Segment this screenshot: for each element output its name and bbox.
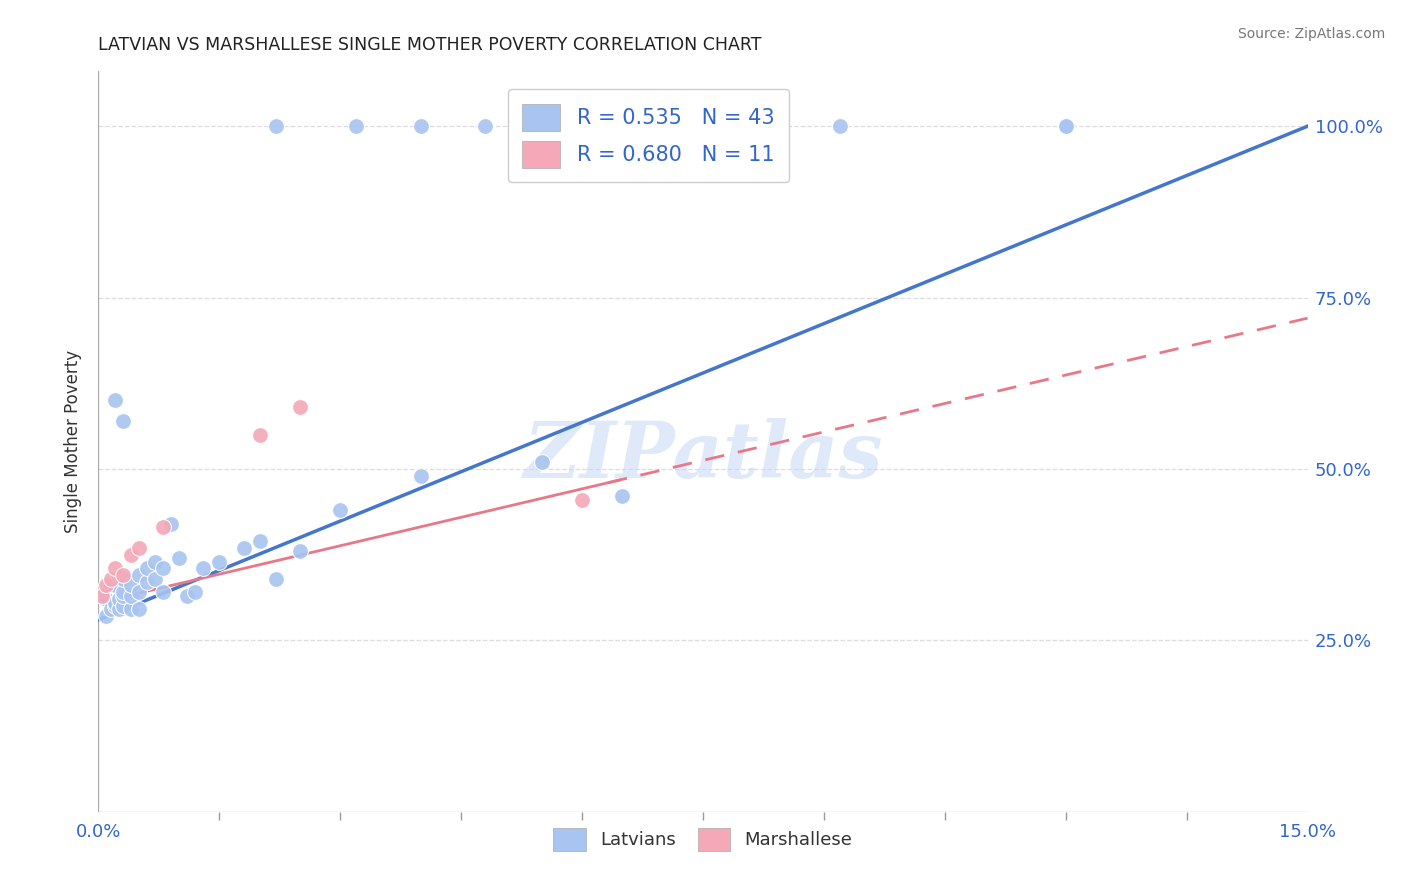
Point — [96, 609, 118, 624]
Point — [107, 592, 129, 607]
Point — [1054, 119, 1077, 133]
Point — [409, 468, 432, 483]
Text: LATVIAN VS MARSHALLESE SINGLE MOTHER POVERTY CORRELATION CHART: LATVIAN VS MARSHALLESE SINGLE MOTHER POV… — [98, 36, 762, 54]
Point — [167, 551, 190, 566]
Text: Source: ZipAtlas.com: Source: ZipAtlas.com — [1237, 27, 1385, 41]
Legend: Latvians, Marshallese: Latvians, Marshallese — [546, 821, 860, 858]
Point — [120, 548, 142, 562]
Point — [128, 602, 150, 616]
Point — [288, 401, 311, 415]
Point — [344, 119, 367, 133]
Point — [692, 119, 714, 133]
Point — [103, 393, 125, 408]
Point — [143, 554, 166, 568]
Point — [103, 599, 125, 613]
Point — [184, 585, 207, 599]
Point — [111, 568, 134, 582]
Point — [1054, 119, 1077, 133]
Point — [135, 575, 157, 590]
Point — [530, 455, 553, 469]
Point — [828, 119, 851, 133]
Point — [96, 592, 118, 607]
Point — [152, 520, 174, 534]
Point — [288, 544, 311, 558]
Point — [555, 119, 578, 133]
Point — [128, 585, 150, 599]
Point — [160, 516, 183, 531]
Point — [100, 602, 122, 616]
Point — [120, 602, 142, 616]
Point — [329, 503, 352, 517]
Y-axis label: Single Mother Poverty: Single Mother Poverty — [63, 350, 82, 533]
Point — [612, 489, 634, 503]
Point — [135, 561, 157, 575]
Point — [111, 589, 134, 603]
Text: ZIPatlas: ZIPatlas — [523, 418, 883, 494]
Point — [264, 572, 287, 586]
Point — [111, 585, 134, 599]
Point — [571, 492, 593, 507]
Point — [249, 533, 271, 548]
Point — [96, 578, 118, 592]
Point — [91, 589, 114, 603]
Point — [474, 119, 496, 133]
Point — [111, 572, 134, 586]
Point — [111, 599, 134, 613]
Point — [264, 119, 287, 133]
Point — [103, 561, 125, 575]
Point — [193, 561, 215, 575]
Point — [120, 578, 142, 592]
Point — [128, 568, 150, 582]
Point — [232, 541, 254, 555]
Point — [143, 572, 166, 586]
Point — [506, 119, 529, 133]
Point — [107, 602, 129, 616]
Point — [100, 578, 122, 592]
Point — [120, 589, 142, 603]
Point — [409, 119, 432, 133]
Point — [152, 585, 174, 599]
Point — [748, 119, 770, 133]
Point — [103, 578, 125, 592]
Point — [103, 596, 125, 610]
Point — [128, 541, 150, 555]
Point — [208, 554, 231, 568]
Point — [636, 119, 658, 133]
Point — [91, 589, 114, 603]
Point — [152, 561, 174, 575]
Point — [176, 589, 198, 603]
Point — [100, 572, 122, 586]
Point — [249, 427, 271, 442]
Point — [111, 414, 134, 428]
